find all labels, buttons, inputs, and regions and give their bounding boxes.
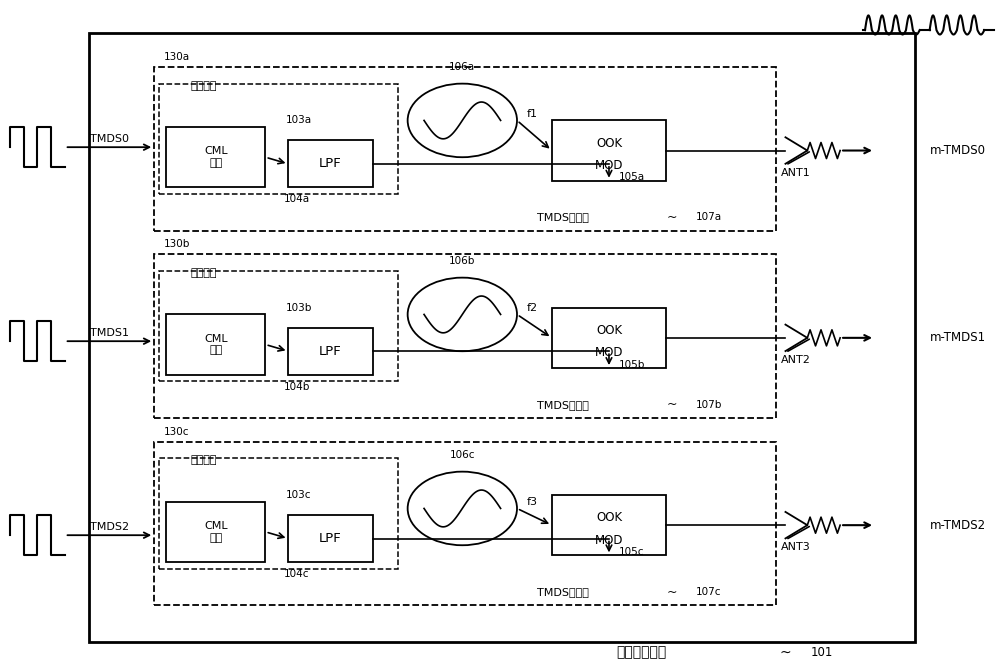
Text: LPF: LPF xyxy=(319,532,342,545)
Text: MOD: MOD xyxy=(595,347,623,359)
Text: TMDS发射机: TMDS发射机 xyxy=(537,213,589,222)
Text: 104c: 104c xyxy=(283,569,309,579)
Text: ANT3: ANT3 xyxy=(781,543,810,552)
Text: 130c: 130c xyxy=(164,427,190,436)
Text: TMDS发射机: TMDS发射机 xyxy=(537,587,589,597)
Text: m-TMDS2: m-TMDS2 xyxy=(930,518,986,532)
Text: 107a: 107a xyxy=(696,213,722,222)
Text: 107b: 107b xyxy=(696,400,722,409)
Text: MOD: MOD xyxy=(595,534,623,547)
Text: m-TMDS0: m-TMDS0 xyxy=(930,144,986,157)
Text: m-TMDS1: m-TMDS1 xyxy=(930,331,986,345)
Text: 103c: 103c xyxy=(285,490,311,500)
Text: 105a: 105a xyxy=(619,173,645,182)
Text: ANT2: ANT2 xyxy=(780,355,810,365)
FancyBboxPatch shape xyxy=(552,308,666,368)
Text: OOK: OOK xyxy=(596,136,622,150)
Text: 106b: 106b xyxy=(449,256,476,266)
Text: ~: ~ xyxy=(666,211,677,224)
Text: 103b: 103b xyxy=(285,303,312,312)
Text: 105c: 105c xyxy=(619,547,644,557)
Text: LPF: LPF xyxy=(319,157,342,171)
Text: 输入电路: 输入电路 xyxy=(191,268,217,278)
Text: ~: ~ xyxy=(666,398,677,411)
Text: 104a: 104a xyxy=(283,195,309,204)
Text: 输入电路: 输入电路 xyxy=(191,81,217,90)
FancyBboxPatch shape xyxy=(166,314,265,375)
Text: ~: ~ xyxy=(666,585,677,599)
Text: TMDS发射机: TMDS发射机 xyxy=(537,400,589,409)
Text: TMDS1: TMDS1 xyxy=(90,328,129,338)
FancyBboxPatch shape xyxy=(552,120,666,181)
Text: TMDS2: TMDS2 xyxy=(90,522,129,532)
Text: 130a: 130a xyxy=(164,52,190,62)
Text: CML
电路: CML 电路 xyxy=(204,147,228,168)
FancyBboxPatch shape xyxy=(288,328,373,375)
FancyBboxPatch shape xyxy=(89,33,915,642)
Text: CML
电路: CML 电路 xyxy=(204,521,228,543)
Text: 101: 101 xyxy=(810,646,833,659)
Text: TMDS0: TMDS0 xyxy=(90,134,129,144)
Text: 105b: 105b xyxy=(619,360,645,369)
Text: 106a: 106a xyxy=(449,62,475,72)
FancyBboxPatch shape xyxy=(288,515,373,562)
Text: ANT1: ANT1 xyxy=(781,168,810,177)
FancyBboxPatch shape xyxy=(166,502,265,562)
FancyBboxPatch shape xyxy=(166,127,265,187)
Text: f2: f2 xyxy=(527,303,538,312)
FancyBboxPatch shape xyxy=(552,495,666,555)
Text: OOK: OOK xyxy=(596,324,622,337)
Text: OOK: OOK xyxy=(596,511,622,524)
Text: LPF: LPF xyxy=(319,345,342,358)
Text: f1: f1 xyxy=(527,109,538,118)
Text: 130b: 130b xyxy=(164,240,190,249)
Text: CML
电路: CML 电路 xyxy=(204,334,228,355)
Text: 106c: 106c xyxy=(450,450,475,460)
Text: MOD: MOD xyxy=(595,159,623,172)
Text: 毫米波发射机: 毫米波发射机 xyxy=(616,646,667,659)
Text: 103a: 103a xyxy=(285,116,311,125)
Text: 输入电路: 输入电路 xyxy=(191,456,217,465)
Text: 104b: 104b xyxy=(283,382,310,391)
Text: f3: f3 xyxy=(527,497,538,506)
Text: ~: ~ xyxy=(780,646,791,659)
FancyBboxPatch shape xyxy=(288,140,373,187)
Text: 107c: 107c xyxy=(696,587,721,597)
